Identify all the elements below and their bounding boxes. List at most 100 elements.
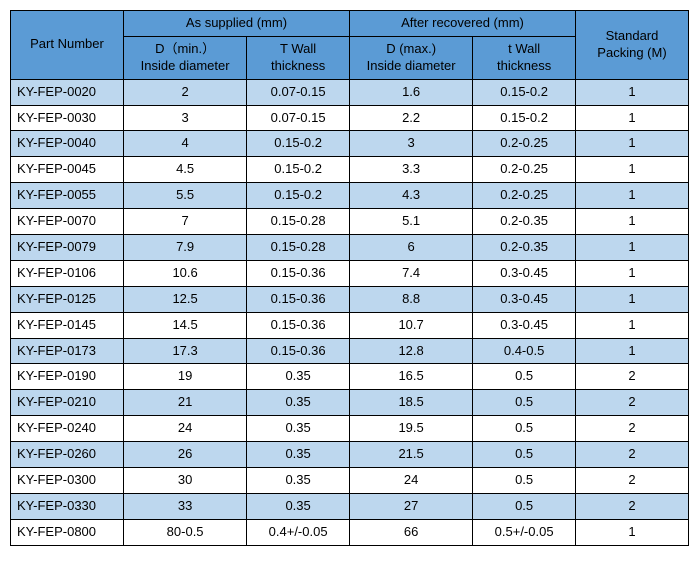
cell-d-max: 2.2 bbox=[349, 105, 472, 131]
cell-d-min: 30 bbox=[123, 468, 246, 494]
cell-t-wall2: 0.2-0.35 bbox=[473, 209, 576, 235]
cell-t-wall: 0.35 bbox=[247, 442, 350, 468]
cell-d-min: 2 bbox=[123, 79, 246, 105]
cell-d-min: 10.6 bbox=[123, 260, 246, 286]
cell-t-wall2: 0.5 bbox=[473, 390, 576, 416]
cell-part: KY-FEP-0173 bbox=[11, 338, 124, 364]
cell-d-min: 7.9 bbox=[123, 235, 246, 261]
cell-pack: 2 bbox=[575, 442, 688, 468]
table-row: KY-FEP-017317.30.15-0.3612.80.4-0.51 bbox=[11, 338, 689, 364]
cell-t-wall2: 0.4-0.5 bbox=[473, 338, 576, 364]
cell-t-wall2: 0.5 bbox=[473, 364, 576, 390]
cell-part: KY-FEP-0330 bbox=[11, 493, 124, 519]
cell-t-wall: 0.15-0.28 bbox=[247, 235, 350, 261]
cell-part: KY-FEP-0070 bbox=[11, 209, 124, 235]
table-row: KY-FEP-003030.07-0.152.20.15-0.21 bbox=[11, 105, 689, 131]
cell-t-wall: 0.07-0.15 bbox=[247, 79, 350, 105]
spec-table: Part Number As supplied (mm) After recov… bbox=[10, 10, 689, 546]
cell-d-max: 21.5 bbox=[349, 442, 472, 468]
cell-pack: 1 bbox=[575, 519, 688, 545]
cell-t-wall2: 0.3-0.45 bbox=[473, 260, 576, 286]
cell-d-min: 26 bbox=[123, 442, 246, 468]
table-row: KY-FEP-00454.50.15-0.23.30.2-0.251 bbox=[11, 157, 689, 183]
cell-d-min: 80-0.5 bbox=[123, 519, 246, 545]
cell-d-min: 14.5 bbox=[123, 312, 246, 338]
cell-d-max: 3.3 bbox=[349, 157, 472, 183]
col-part-number: Part Number bbox=[11, 11, 124, 80]
cell-pack: 2 bbox=[575, 390, 688, 416]
cell-part: KY-FEP-0145 bbox=[11, 312, 124, 338]
cell-t-wall2: 0.5 bbox=[473, 468, 576, 494]
cell-part: KY-FEP-0800 bbox=[11, 519, 124, 545]
cell-t-wall2: 0.15-0.2 bbox=[473, 105, 576, 131]
cell-pack: 1 bbox=[575, 312, 688, 338]
col-d-min: D（min.）Inside diameter bbox=[123, 36, 246, 79]
cell-t-wall: 0.35 bbox=[247, 493, 350, 519]
cell-d-min: 4.5 bbox=[123, 157, 246, 183]
cell-d-max: 16.5 bbox=[349, 364, 472, 390]
cell-d-max: 6 bbox=[349, 235, 472, 261]
cell-d-max: 24 bbox=[349, 468, 472, 494]
cell-part: KY-FEP-0240 bbox=[11, 416, 124, 442]
cell-d-min: 4 bbox=[123, 131, 246, 157]
cell-t-wall: 0.15-0.36 bbox=[247, 286, 350, 312]
cell-part: KY-FEP-0030 bbox=[11, 105, 124, 131]
cell-part: KY-FEP-0300 bbox=[11, 468, 124, 494]
table-row: KY-FEP-080080-0.50.4+/-0.05660.5+/-0.051 bbox=[11, 519, 689, 545]
cell-pack: 1 bbox=[575, 131, 688, 157]
table-row: KY-FEP-00555.50.15-0.24.30.2-0.251 bbox=[11, 183, 689, 209]
cell-d-min: 19 bbox=[123, 364, 246, 390]
cell-t-wall: 0.15-0.28 bbox=[247, 209, 350, 235]
cell-d-max: 18.5 bbox=[349, 390, 472, 416]
cell-part: KY-FEP-0260 bbox=[11, 442, 124, 468]
table-row: KY-FEP-012512.50.15-0.368.80.3-0.451 bbox=[11, 286, 689, 312]
col-as-supplied: As supplied (mm) bbox=[123, 11, 349, 37]
cell-d-min: 24 bbox=[123, 416, 246, 442]
cell-t-wall: 0.35 bbox=[247, 468, 350, 494]
cell-t-wall: 0.15-0.36 bbox=[247, 260, 350, 286]
cell-t-wall: 0.35 bbox=[247, 390, 350, 416]
cell-pack: 2 bbox=[575, 416, 688, 442]
cell-t-wall: 0.07-0.15 bbox=[247, 105, 350, 131]
cell-part: KY-FEP-0210 bbox=[11, 390, 124, 416]
col-after-recovered: After recovered (mm) bbox=[349, 11, 575, 37]
cell-pack: 1 bbox=[575, 209, 688, 235]
cell-t-wall: 0.35 bbox=[247, 416, 350, 442]
cell-part: KY-FEP-0125 bbox=[11, 286, 124, 312]
col-standard-packing: StandardPacking (M) bbox=[575, 11, 688, 80]
cell-t-wall2: 0.2-0.25 bbox=[473, 157, 576, 183]
cell-d-max: 19.5 bbox=[349, 416, 472, 442]
cell-part: KY-FEP-0079 bbox=[11, 235, 124, 261]
table-row: KY-FEP-007070.15-0.285.10.2-0.351 bbox=[11, 209, 689, 235]
cell-t-wall2: 0.5 bbox=[473, 416, 576, 442]
table-body: KY-FEP-002020.07-0.151.60.15-0.21KY-FEP-… bbox=[11, 79, 689, 545]
table-row: KY-FEP-00797.90.15-0.2860.2-0.351 bbox=[11, 235, 689, 261]
cell-t-wall2: 0.5+/-0.05 bbox=[473, 519, 576, 545]
cell-part: KY-FEP-0020 bbox=[11, 79, 124, 105]
cell-t-wall2: 0.2-0.35 bbox=[473, 235, 576, 261]
cell-part: KY-FEP-0106 bbox=[11, 260, 124, 286]
cell-t-wall2: 0.15-0.2 bbox=[473, 79, 576, 105]
cell-d-max: 10.7 bbox=[349, 312, 472, 338]
cell-t-wall: 0.15-0.2 bbox=[247, 183, 350, 209]
cell-t-wall2: 0.5 bbox=[473, 493, 576, 519]
cell-d-min: 7 bbox=[123, 209, 246, 235]
cell-d-max: 8.8 bbox=[349, 286, 472, 312]
table-row: KY-FEP-010610.60.15-0.367.40.3-0.451 bbox=[11, 260, 689, 286]
cell-d-min: 17.3 bbox=[123, 338, 246, 364]
cell-part: KY-FEP-0190 bbox=[11, 364, 124, 390]
cell-d-max: 66 bbox=[349, 519, 472, 545]
cell-part: KY-FEP-0040 bbox=[11, 131, 124, 157]
cell-d-max: 1.6 bbox=[349, 79, 472, 105]
table-row: KY-FEP-0190190.3516.50.52 bbox=[11, 364, 689, 390]
cell-pack: 1 bbox=[575, 338, 688, 364]
table-row: KY-FEP-0300300.35240.52 bbox=[11, 468, 689, 494]
cell-pack: 1 bbox=[575, 235, 688, 261]
cell-pack: 1 bbox=[575, 286, 688, 312]
cell-t-wall2: 0.3-0.45 bbox=[473, 286, 576, 312]
cell-t-wall: 0.15-0.2 bbox=[247, 157, 350, 183]
col-t-wall2: t Wallthickness bbox=[473, 36, 576, 79]
cell-t-wall2: 0.2-0.25 bbox=[473, 183, 576, 209]
table-row: KY-FEP-0240240.3519.50.52 bbox=[11, 416, 689, 442]
cell-d-min: 21 bbox=[123, 390, 246, 416]
